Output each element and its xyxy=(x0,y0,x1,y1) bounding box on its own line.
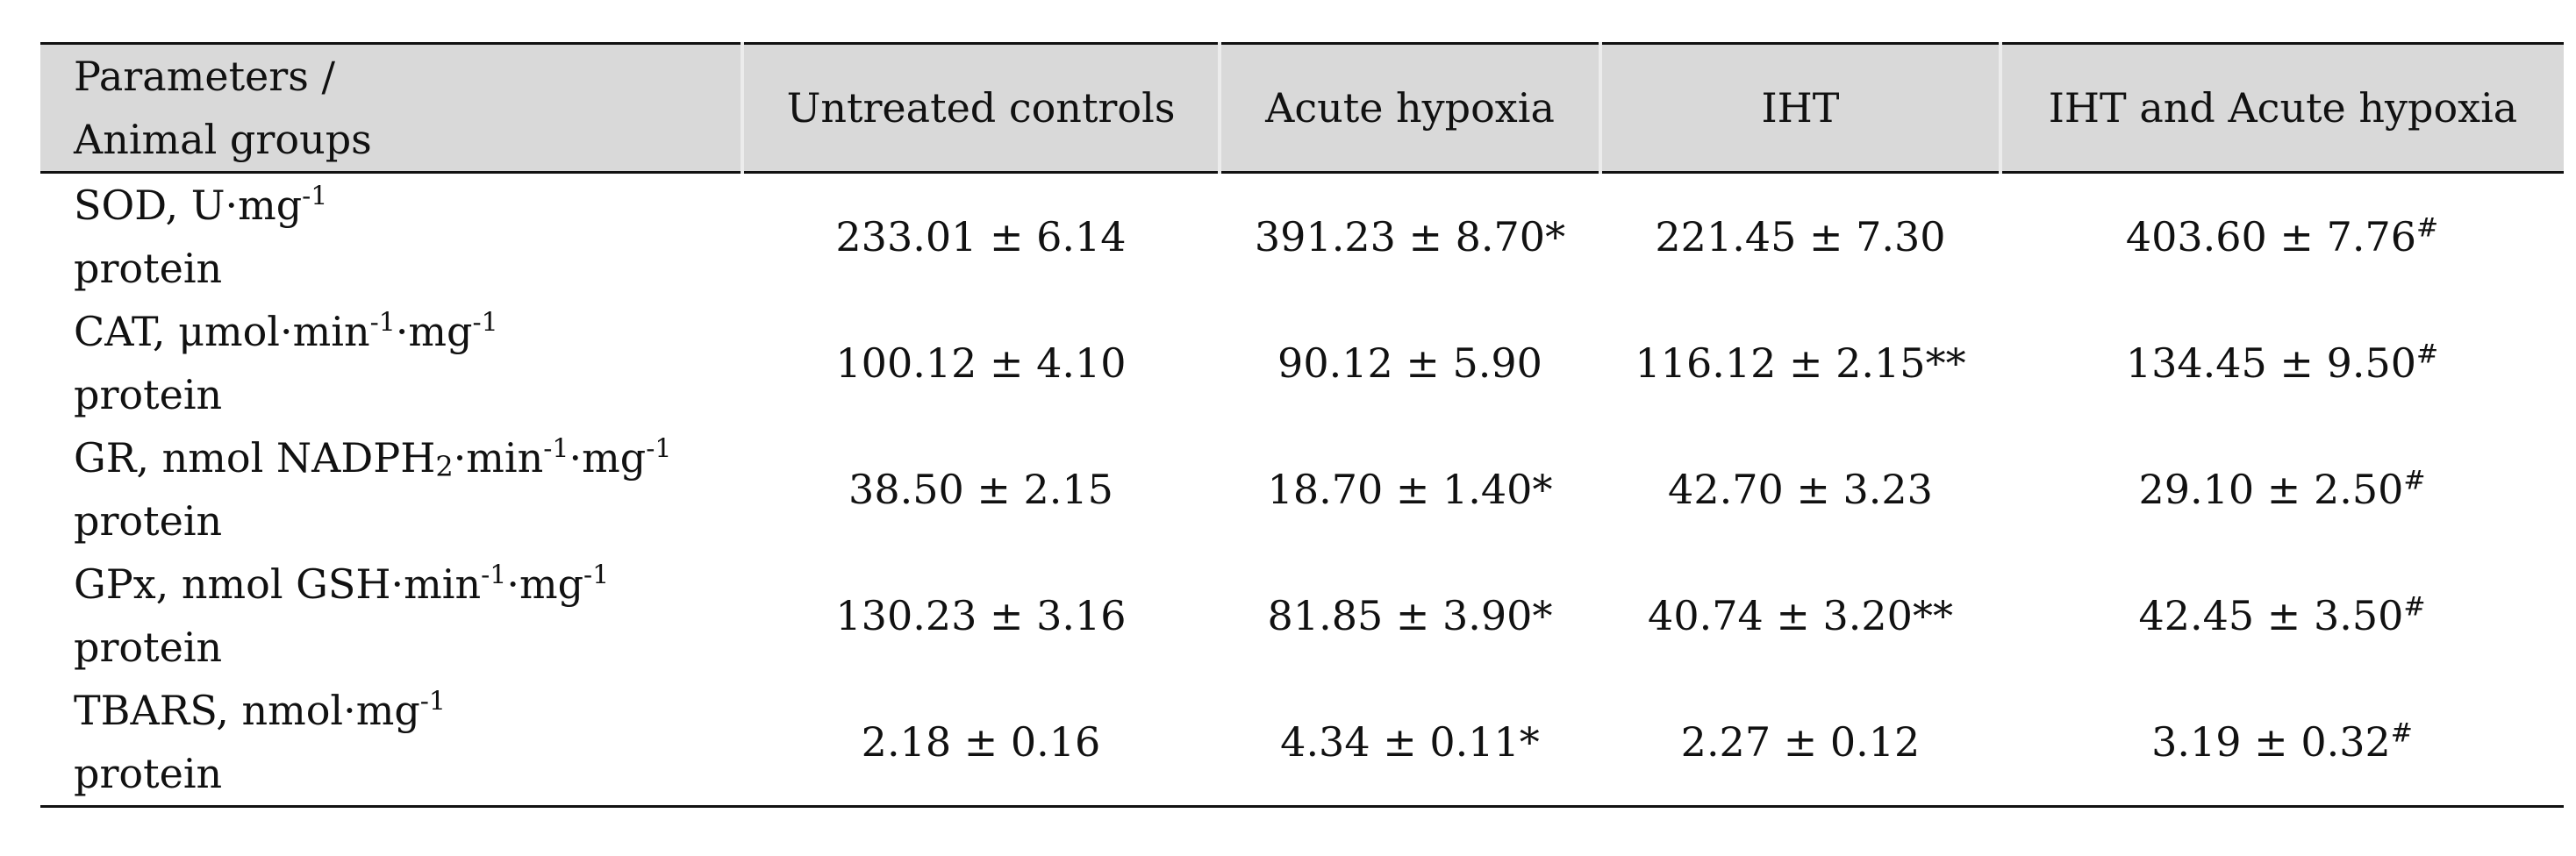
cell-gpx-acute-hypoxia: 81.85 ± 3.90* xyxy=(1267,592,1553,639)
row-label-line2: protein xyxy=(74,245,223,292)
header-parameters: Parameters / Animal groups xyxy=(40,43,742,173)
row-label-segment: 2 xyxy=(435,449,454,483)
row-label-segment: -1 xyxy=(302,181,328,212)
significance-mark: # xyxy=(2416,212,2439,244)
table-row-gpx: GPx, nmol GSH·min-1·mg-1 protein 130.23 ± … xyxy=(40,553,2564,679)
cell-gpx-untreated-controls: 130.23 ± 3.16 xyxy=(835,592,1127,639)
row-label-gpx: GPx, nmol GSH·min-1·mg-1 protein xyxy=(40,553,742,679)
header-untreated-controls: Untreated controls xyxy=(741,43,1220,173)
cell-tbars-untreated-controls: 2.18 ± 0.16 xyxy=(861,718,1101,766)
antioxidant-parameters-table: Parameters / Animal groups Untreated con… xyxy=(40,42,2564,808)
header-iht: IHT xyxy=(1599,43,2000,173)
header-row: Parameters / Animal groups Untreated con… xyxy=(40,43,2564,173)
cell-sod-acute-hypoxia: 391.23 ± 8.70* xyxy=(1254,213,1566,260)
table-row-tbars: TBARS, nmol·mg-1 protein 2.18 ± 0.16 4.34 ±… xyxy=(40,679,2564,807)
header-parameters-line1: Parameters / xyxy=(74,53,335,100)
row-label-segment: -1 xyxy=(481,560,507,591)
cell-cat-acute-hypoxia: 90.12 ± 5.90 xyxy=(1277,339,1542,387)
row-label-sod: SOD, U·mg-1 protein xyxy=(40,173,742,301)
cell-cat-untreated-controls: 100.12 ± 4.10 xyxy=(835,339,1127,387)
significance-mark: # xyxy=(2403,591,2426,623)
results-table-container: Parameters / Animal groups Untreated con… xyxy=(40,42,2564,808)
cell-sod-iht: 221.45 ± 7.30 xyxy=(1655,213,1946,260)
significance-mark: # xyxy=(2390,717,2413,749)
row-label-line1: TBARS, nmol·mg-1 xyxy=(74,679,730,742)
cell-tbars-acute-hypoxia: 4.34 ± 0.11* xyxy=(1280,718,1540,766)
cell-cat-iht: 116.12 ± 2.15** xyxy=(1635,339,1966,387)
significance-mark: # xyxy=(2416,339,2439,370)
row-label-segment: -1 xyxy=(369,307,396,339)
row-label-segment: ·mg xyxy=(395,308,473,355)
cell-gpx-iht: 40.74 ± 3.20** xyxy=(1648,592,1953,639)
row-label-line2: protein xyxy=(74,497,223,545)
row-label-segment: -1 xyxy=(472,307,498,339)
row-label-segment: -1 xyxy=(583,560,610,591)
row-label-line2: protein xyxy=(74,624,223,671)
cell-gr-iht: 42.70 ± 3.23 xyxy=(1668,466,1933,513)
cell-sod-untreated-controls: 233.01 ± 6.14 xyxy=(835,213,1127,260)
table-row-gr: GR, nmol NADPH2·min-1·mg-1 protein 38.50 ±… xyxy=(40,426,2564,553)
row-label-segment: ·mg xyxy=(569,434,647,482)
cell-tbars-iht-and-acute-hypoxia: 3.19 ± 0.32# xyxy=(2151,717,2413,766)
row-label-segment: -1 xyxy=(543,433,569,465)
cell-sod-iht-and-acute-hypoxia: 403.60 ± 7.76# xyxy=(2125,212,2439,260)
table-row-cat: CAT, μmol·min-1·mg-1 protein 100.12 ± 4.10… xyxy=(40,300,2564,426)
row-label-segment: GPx, nmol GSH·min xyxy=(74,560,482,608)
table-header: Parameters / Animal groups Untreated con… xyxy=(40,43,2564,173)
header-parameters-line2: Animal groups xyxy=(74,116,372,163)
row-label-line1: GPx, nmol GSH·min-1·mg-1 xyxy=(74,553,730,616)
table-body: SOD, U·mg-1 protein 233.01 ± 6.14 391.23 ± … xyxy=(40,173,2564,807)
table-row-sod: SOD, U·mg-1 protein 233.01 ± 6.14 391.23 ± … xyxy=(40,173,2564,301)
row-label-line2: protein xyxy=(74,371,223,418)
row-label-segment: ·mg xyxy=(506,560,584,608)
row-label-segment: SOD, U·mg xyxy=(74,182,303,229)
row-label-segment: CAT, μmol·min xyxy=(74,308,370,355)
row-label-segment: TBARS, nmol·mg xyxy=(74,687,420,734)
row-label-cat: CAT, μmol·min-1·mg-1 protein xyxy=(40,300,742,426)
row-label-segment: -1 xyxy=(419,686,447,717)
row-label-line1: SOD, U·mg-1 xyxy=(74,174,730,237)
header-iht-and-acute-hypoxia: IHT and Acute hypoxia xyxy=(1999,43,2564,173)
row-label-line2: protein xyxy=(74,750,223,797)
row-label-gr: GR, nmol NADPH2·min-1·mg-1 protein xyxy=(40,426,742,553)
significance-mark: # xyxy=(2403,465,2426,496)
cell-gpx-iht-and-acute-hypoxia: 42.45 ± 3.50# xyxy=(2138,591,2426,639)
header-acute-hypoxia: Acute hypoxia xyxy=(1218,43,1600,173)
row-label-line1: GR, nmol NADPH2·min-1·mg-1 xyxy=(74,426,730,489)
cell-gr-acute-hypoxia: 18.70 ± 1.40* xyxy=(1267,466,1553,513)
cell-gr-untreated-controls: 38.50 ± 2.15 xyxy=(848,466,1113,513)
row-label-segment: GR, nmol NADPH xyxy=(74,434,436,482)
cell-cat-iht-and-acute-hypoxia: 134.45 ± 9.50# xyxy=(2125,339,2439,387)
cell-tbars-iht: 2.27 ± 0.12 xyxy=(1680,718,1921,766)
row-label-tbars: TBARS, nmol·mg-1 protein xyxy=(40,679,742,807)
cell-gr-iht-and-acute-hypoxia: 29.10 ± 2.50# xyxy=(2138,465,2426,513)
row-label-segment: -1 xyxy=(646,433,672,465)
row-label-segment: ·min xyxy=(453,434,544,482)
row-label-line1: CAT, μmol·min-1·mg-1 xyxy=(74,300,730,363)
